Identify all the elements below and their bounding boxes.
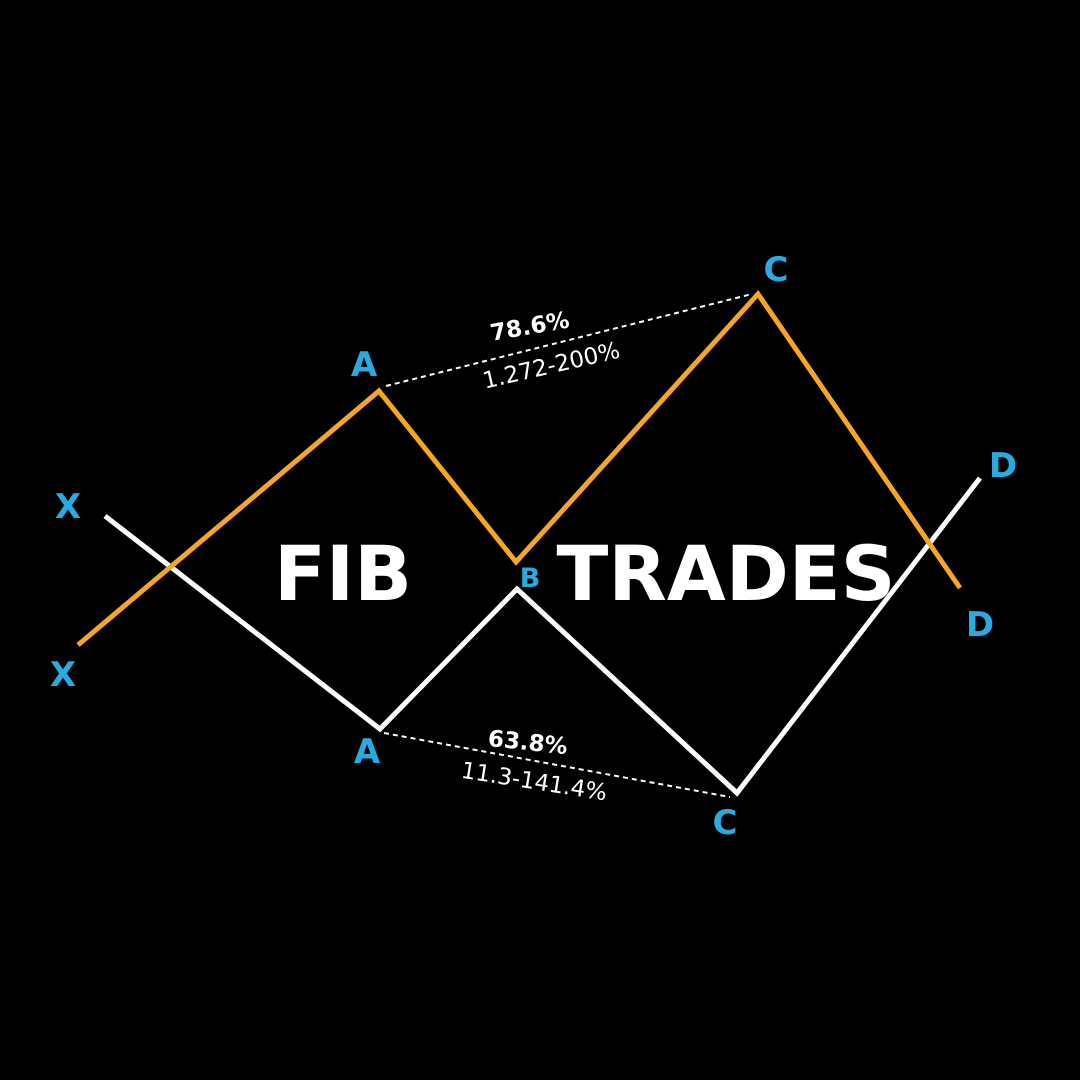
white-point-x-label: X <box>50 655 76 695</box>
orange-point-a-label: A <box>351 345 378 385</box>
white-point-c-label: C <box>713 803 738 843</box>
orange-point-d-label: D <box>966 605 994 645</box>
title-word-fib: FIB <box>274 529 412 618</box>
orange-point-x-label: X <box>55 487 81 527</box>
title-word-trades: TRADES <box>557 529 896 618</box>
orange-point-c-label: C <box>764 250 789 290</box>
white-point-d-label: D <box>989 446 1017 486</box>
white-point-a-label: A <box>354 732 381 772</box>
white-ratio-connector <box>383 732 731 798</box>
orange-xabcd-pattern-line <box>76 289 963 647</box>
point-b-label: B <box>520 563 541 594</box>
white-xabcd-pattern-line <box>103 476 982 797</box>
